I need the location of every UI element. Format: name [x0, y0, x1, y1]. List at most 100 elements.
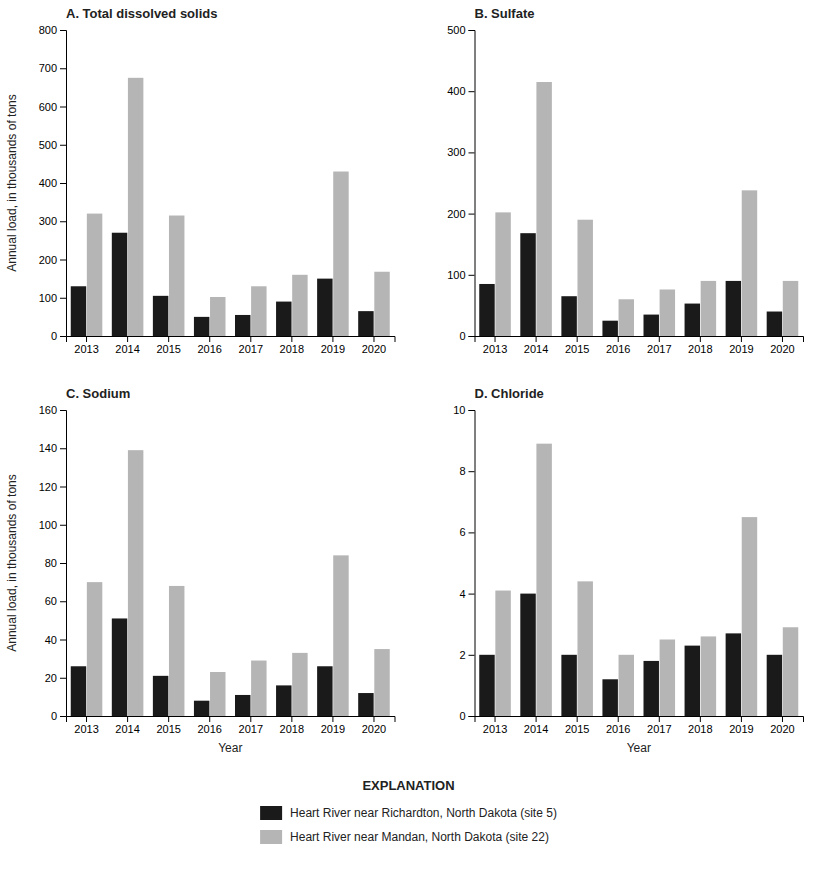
tick-mark — [469, 410, 475, 411]
tick: 10 — [453, 404, 474, 416]
tick-label: 20 — [45, 672, 57, 684]
tick-mark — [60, 525, 66, 526]
tick-mark — [469, 336, 475, 337]
tick-label: 0 — [51, 330, 57, 342]
y-axis: 020406080100120140160 — [39, 404, 67, 722]
tick-label: 2014 — [115, 723, 139, 735]
legend-label: Heart River near Richardton, North Dakot… — [290, 806, 557, 820]
tick-mark — [291, 336, 292, 342]
legend-items: Heart River near Richardton, North Dakot… — [260, 806, 557, 844]
chart-root: 2013 2014 2015 2016 2017 2018 2019 2020 0 100 200 3… — [0, 0, 817, 889]
tick-mark — [373, 336, 374, 342]
tick-label: 2014 — [115, 343, 139, 355]
tick-mark — [469, 214, 475, 215]
title: B. Sulfate — [475, 6, 535, 21]
bar — [87, 214, 102, 336]
bar — [767, 655, 782, 716]
tick-label: 2018 — [688, 723, 712, 735]
x-axis-title: Year — [627, 741, 651, 755]
bar-series — [71, 618, 374, 716]
tick-label: 2013 — [483, 343, 507, 355]
tick: 500 — [39, 139, 66, 151]
y-axis: 0100200300400500600700800 — [39, 24, 67, 342]
tick: 60 — [45, 595, 66, 607]
tick-mark — [209, 716, 210, 722]
tick-mark — [741, 716, 742, 722]
tick: 4 — [459, 588, 474, 600]
axis-line — [67, 717, 396, 723]
tick-mark — [60, 30, 66, 31]
bar — [358, 311, 373, 336]
axis-line — [67, 337, 396, 343]
tick: 2015 — [156, 716, 180, 735]
tick-label: 2017 — [239, 343, 263, 355]
tick: 2013 — [74, 716, 98, 735]
tick: 8 — [459, 465, 474, 477]
tick: 2013 — [483, 716, 507, 735]
tick-label: 2019 — [321, 343, 345, 355]
bar — [577, 581, 592, 716]
bar — [235, 695, 250, 716]
tick-label: 2020 — [362, 723, 386, 735]
tick-mark — [618, 716, 619, 722]
tick-mark — [495, 716, 496, 722]
tick: 120 — [39, 481, 66, 493]
tick-mark — [536, 336, 537, 342]
bar — [619, 299, 634, 336]
bar — [685, 646, 700, 716]
bar — [194, 701, 209, 716]
tick-mark — [469, 152, 475, 153]
tick: 600 — [39, 101, 66, 113]
bar — [235, 315, 250, 336]
y-axis-title: Annual load, in thousands of tons — [5, 94, 19, 271]
tick: 300 — [447, 146, 474, 158]
tick-label: 2015 — [565, 723, 589, 735]
tick-mark — [60, 448, 66, 449]
bar — [726, 281, 741, 336]
tick-mark — [86, 336, 87, 342]
bar — [210, 672, 225, 716]
bar — [602, 679, 617, 716]
tick-label: 2017 — [647, 343, 671, 355]
tick-mark — [700, 716, 701, 722]
tick-mark — [291, 716, 292, 722]
tick-label: 300 — [39, 215, 57, 227]
bar — [276, 685, 291, 716]
bar-series — [87, 78, 390, 336]
tick: 160 — [39, 404, 66, 416]
bar — [71, 286, 86, 336]
bars — [71, 450, 390, 716]
tick-label: 2014 — [524, 723, 548, 735]
tick-mark — [469, 30, 475, 31]
bar — [685, 304, 700, 336]
tick: 2016 — [197, 336, 221, 355]
tick: 40 — [45, 634, 66, 646]
tick-label: 2014 — [524, 343, 548, 355]
tick: 0 — [51, 330, 66, 342]
tick-mark — [127, 336, 128, 342]
tick: 2019 — [729, 336, 753, 355]
tick: 2014 — [115, 716, 139, 735]
bar-series — [495, 82, 798, 336]
bar — [210, 297, 225, 336]
tick: 2016 — [197, 716, 221, 735]
tick-mark — [469, 655, 475, 656]
tick: 80 — [45, 557, 66, 569]
bar-series — [479, 594, 782, 716]
bar — [520, 233, 535, 336]
tick-mark — [332, 336, 333, 342]
bar — [536, 82, 551, 336]
tick-label: 200 — [447, 208, 465, 220]
tick-mark — [250, 336, 251, 342]
bar — [479, 284, 494, 336]
tick: 2019 — [321, 336, 345, 355]
tick-mark — [741, 336, 742, 342]
bar — [71, 666, 86, 716]
tick: 700 — [39, 62, 66, 74]
tick-mark — [700, 336, 701, 342]
tick: 100 — [447, 269, 474, 281]
tick-label: 2013 — [74, 343, 98, 355]
tick-label: 700 — [39, 62, 57, 74]
tick-mark — [60, 260, 66, 261]
tick-label: 2020 — [362, 343, 386, 355]
